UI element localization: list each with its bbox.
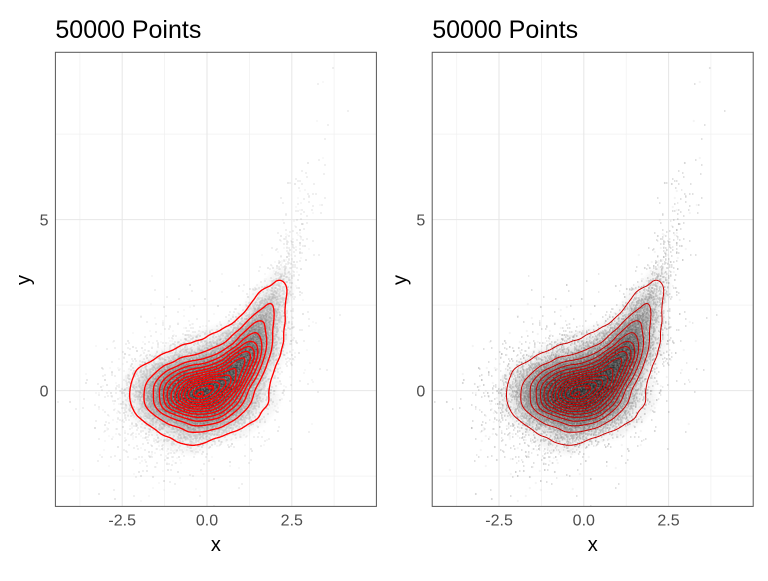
svg-text:50000 Points: 50000 Points bbox=[55, 16, 201, 44]
svg-text:x: x bbox=[588, 534, 598, 556]
svg-text:2.5: 2.5 bbox=[657, 513, 679, 530]
svg-text:y: y bbox=[390, 275, 412, 285]
svg-text:x: x bbox=[211, 534, 221, 556]
svg-text:y: y bbox=[13, 275, 35, 285]
svg-text:0.0: 0.0 bbox=[196, 513, 218, 530]
svg-text:-2.5: -2.5 bbox=[485, 513, 513, 530]
svg-text:0: 0 bbox=[416, 384, 425, 401]
svg-text:5: 5 bbox=[416, 213, 425, 230]
svg-text:0.0: 0.0 bbox=[573, 513, 595, 530]
svg-text:0: 0 bbox=[40, 384, 49, 401]
svg-text:2.5: 2.5 bbox=[281, 513, 303, 530]
svg-text:5: 5 bbox=[40, 213, 49, 230]
svg-text:-2.5: -2.5 bbox=[108, 513, 136, 530]
svg-text:50000 Points: 50000 Points bbox=[432, 16, 578, 44]
